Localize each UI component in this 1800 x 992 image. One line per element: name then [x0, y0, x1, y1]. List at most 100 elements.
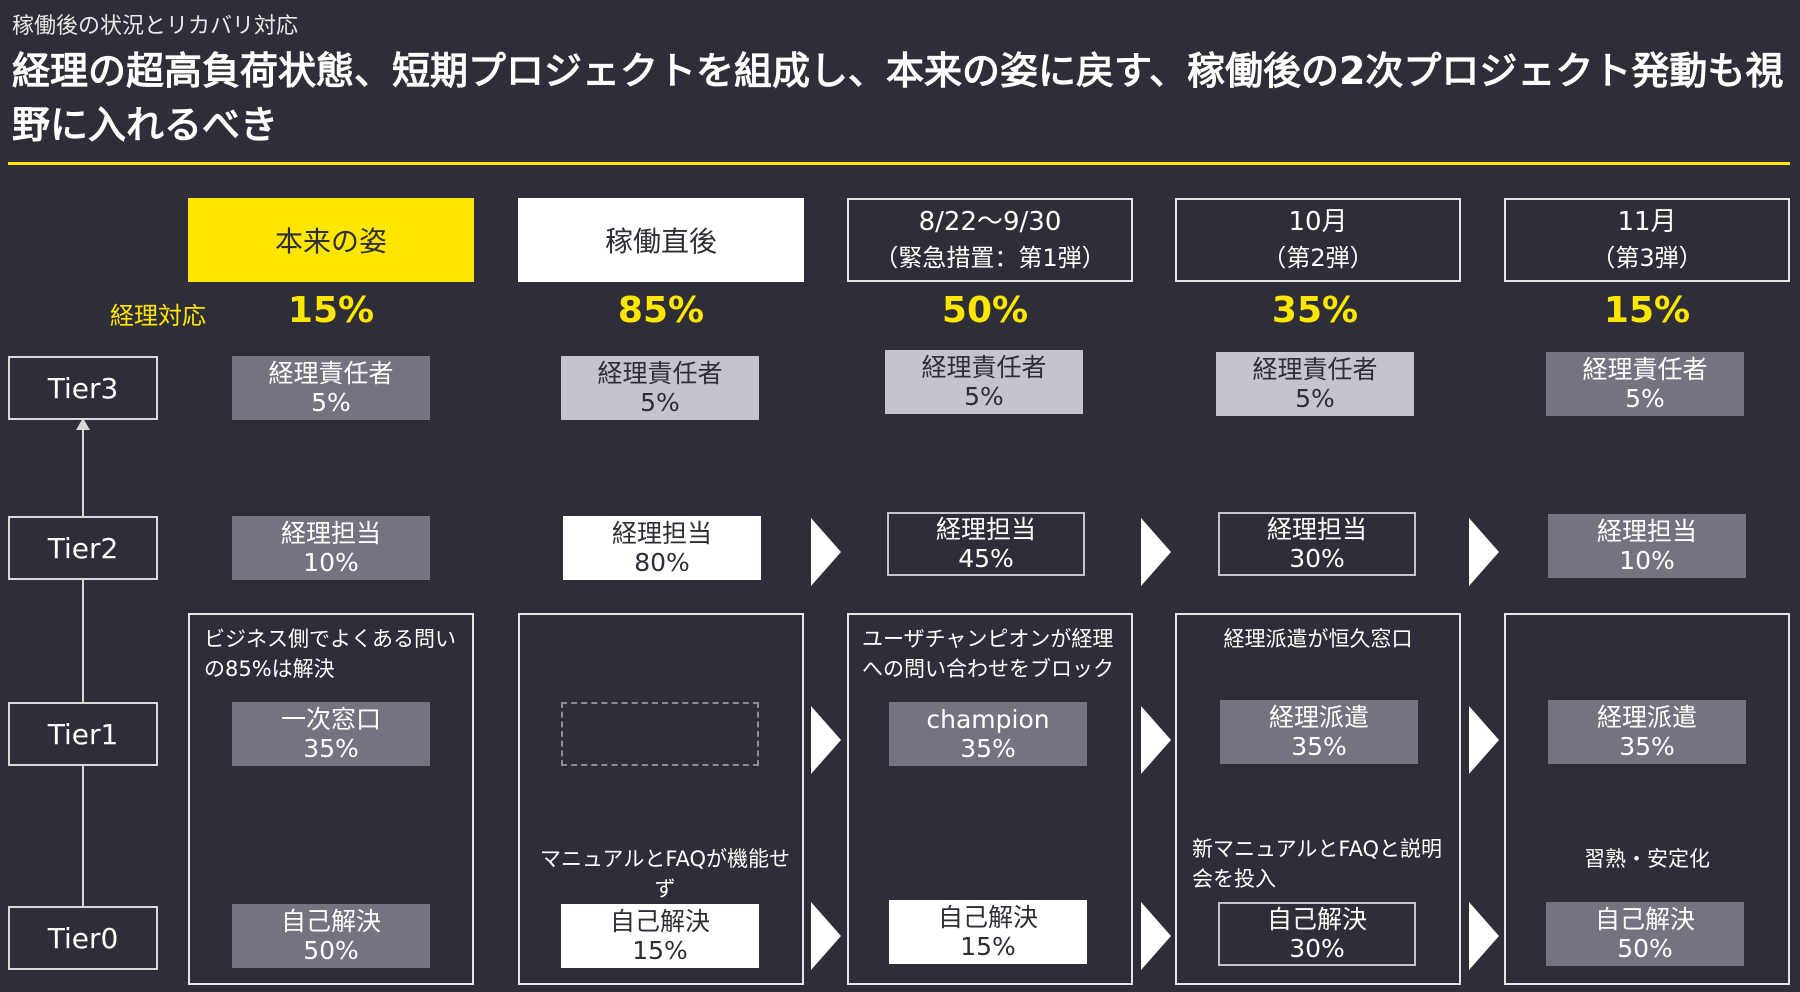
tier2-cell: 経理担当 30%: [1218, 512, 1416, 576]
cell-label: 経理担当: [611, 519, 712, 548]
tier-label-text: Tier3: [47, 371, 119, 405]
cell-value: 30%: [1289, 934, 1345, 963]
tier-label-1: Tier1: [8, 702, 158, 766]
panel-note-top: 経理派遣が恒久窓口: [1223, 627, 1413, 651]
cell-value: 45%: [958, 544, 1014, 573]
cell-label: 一次窓口: [280, 705, 381, 734]
cell-label: 自己解決: [937, 903, 1038, 932]
column-header-phase2: 10月 （第2弾）: [1175, 198, 1461, 282]
tier0-cell: 自己解決 15%: [889, 900, 1087, 964]
cell-value: 10%: [1619, 546, 1675, 575]
accounting-load-label: 経理対応: [110, 302, 206, 330]
column-header-sublabel: （第2弾）: [1262, 244, 1374, 272]
cell-label: 経理責任者: [921, 353, 1047, 382]
cell-label: 経理責任者: [268, 359, 394, 388]
transition-arrow-icon: [1469, 706, 1499, 774]
panel-note-top: ユーザチャンピオンが経理への問い合わせをブロック: [862, 627, 1114, 681]
accounting-load-percent: 15%: [287, 290, 375, 331]
accounting-load-percent: 35%: [1271, 290, 1359, 331]
tier-axis-line: [82, 428, 84, 908]
cell-value: 50%: [303, 936, 359, 965]
tier3-cell: 経理責任者 5%: [1216, 352, 1414, 416]
tier-label-2: Tier2: [8, 516, 158, 580]
column-header-sublabel: （緊急措置：第1弾）: [874, 244, 1106, 272]
cell-label: 経理責任者: [1252, 355, 1378, 384]
tier2-cell: 経理担当 45%: [887, 512, 1085, 576]
cell-label: 経理担当: [1596, 517, 1697, 546]
panel-ideal: [188, 613, 474, 985]
cell-label: 経理責任者: [597, 359, 723, 388]
cell-value: 15%: [960, 932, 1016, 961]
column-header-phase1: 8/22～9/30 （緊急措置：第1弾）: [847, 198, 1133, 282]
cell-value: 5%: [311, 388, 351, 417]
transition-arrow-icon: [1141, 706, 1171, 774]
tier3-cell: 経理責任者 5%: [561, 356, 759, 420]
cell-value: 35%: [1619, 732, 1675, 761]
tier0-cell: 自己解決 30%: [1218, 902, 1416, 966]
cell-value: 35%: [960, 734, 1016, 763]
tier2-cell: 経理担当 10%: [232, 516, 430, 580]
column-header-label: 11月: [1617, 207, 1677, 237]
cell-label: champion: [926, 705, 1050, 734]
column-header-label: 稼働直後: [604, 225, 717, 258]
cell-label: 自己解決: [1266, 905, 1367, 934]
column-header-label: 10月: [1288, 207, 1348, 237]
cell-value: 15%: [632, 936, 688, 965]
transition-arrow-icon: [811, 902, 841, 970]
tier1-cell: 経理派遣 35%: [1220, 700, 1418, 764]
column-header-after-launch: 稼働直後: [518, 198, 804, 282]
panel-note-bottom: 習熟・安定化: [1584, 847, 1710, 871]
slide-title: 経理の超高負荷状態、短期プロジェクトを組成し、本来の姿に戻す、稼働後の2次プロジ…: [12, 49, 1784, 147]
title-divider: [8, 162, 1790, 165]
tier3-cell: 経理責任者 5%: [232, 356, 430, 420]
cell-label: 自己解決: [609, 907, 710, 936]
tier-label-text: Tier2: [47, 531, 119, 565]
tier-label-text: Tier1: [47, 717, 119, 751]
panel-phase1: [847, 613, 1133, 985]
slide-subtitle: 稼働後の状況とリカバリ対応: [12, 14, 299, 39]
cell-value: 80%: [634, 548, 690, 577]
transition-arrow-icon: [811, 706, 841, 774]
cell-label: 経理責任者: [1582, 355, 1708, 384]
tier1-cell: champion 35%: [889, 702, 1087, 766]
transition-arrow-icon: [1469, 902, 1499, 970]
cell-label: 経理担当: [280, 519, 381, 548]
cell-label: 経理派遣: [1596, 703, 1697, 732]
panel-phase2: [1175, 613, 1461, 985]
cell-label: 自己解決: [1594, 905, 1695, 934]
column-header-sublabel: （第3弾）: [1591, 244, 1703, 272]
cell-value: 10%: [303, 548, 359, 577]
cell-label: 経理派遣: [1268, 703, 1369, 732]
cell-value: 5%: [640, 388, 680, 417]
cell-value: 35%: [303, 734, 359, 763]
accounting-load-percent: 50%: [941, 290, 1029, 331]
panel-note-bottom: マニュアルとFAQが機能せず: [539, 847, 791, 901]
transition-arrow-icon: [1469, 518, 1499, 586]
column-header-label: 本来の姿: [274, 225, 387, 258]
cell-value: 30%: [1289, 544, 1345, 573]
cell-value: 50%: [1617, 934, 1673, 963]
column-header-label: 8/22～9/30: [918, 207, 1062, 237]
cell-value: 5%: [1295, 384, 1335, 413]
cell-label: 自己解決: [280, 907, 381, 936]
cell-value: 5%: [964, 382, 1004, 411]
cell-value: 5%: [1625, 384, 1665, 413]
tier-label-0: Tier0: [8, 906, 158, 970]
tier2-cell: 経理担当 80%: [563, 516, 761, 580]
tier2-cell: 経理担当 10%: [1548, 514, 1746, 578]
panel-note-top: ビジネス側でよくある問いの85%は解決: [204, 627, 456, 681]
accounting-load-percent: 15%: [1603, 290, 1691, 331]
cell-value: 35%: [1291, 732, 1347, 761]
panel-after-launch: [518, 613, 804, 985]
column-header-phase3: 11月 （第3弾）: [1504, 198, 1790, 282]
tier1-cell: 経理派遣 35%: [1548, 700, 1746, 764]
tier-axis-arrowhead: [76, 418, 90, 430]
tier0-cell: 自己解決 50%: [232, 904, 430, 968]
column-header-ideal: 本来の姿: [188, 198, 474, 282]
tier3-cell: 経理責任者 5%: [1546, 352, 1744, 416]
panel-note-bottom: 新マニュアルとFAQと説明会を投入: [1192, 837, 1443, 891]
tier0-cell: 自己解決 15%: [561, 904, 759, 968]
tier1-empty-placeholder: [561, 702, 759, 766]
transition-arrow-icon: [811, 518, 841, 586]
accounting-load-percent: 85%: [617, 290, 705, 331]
